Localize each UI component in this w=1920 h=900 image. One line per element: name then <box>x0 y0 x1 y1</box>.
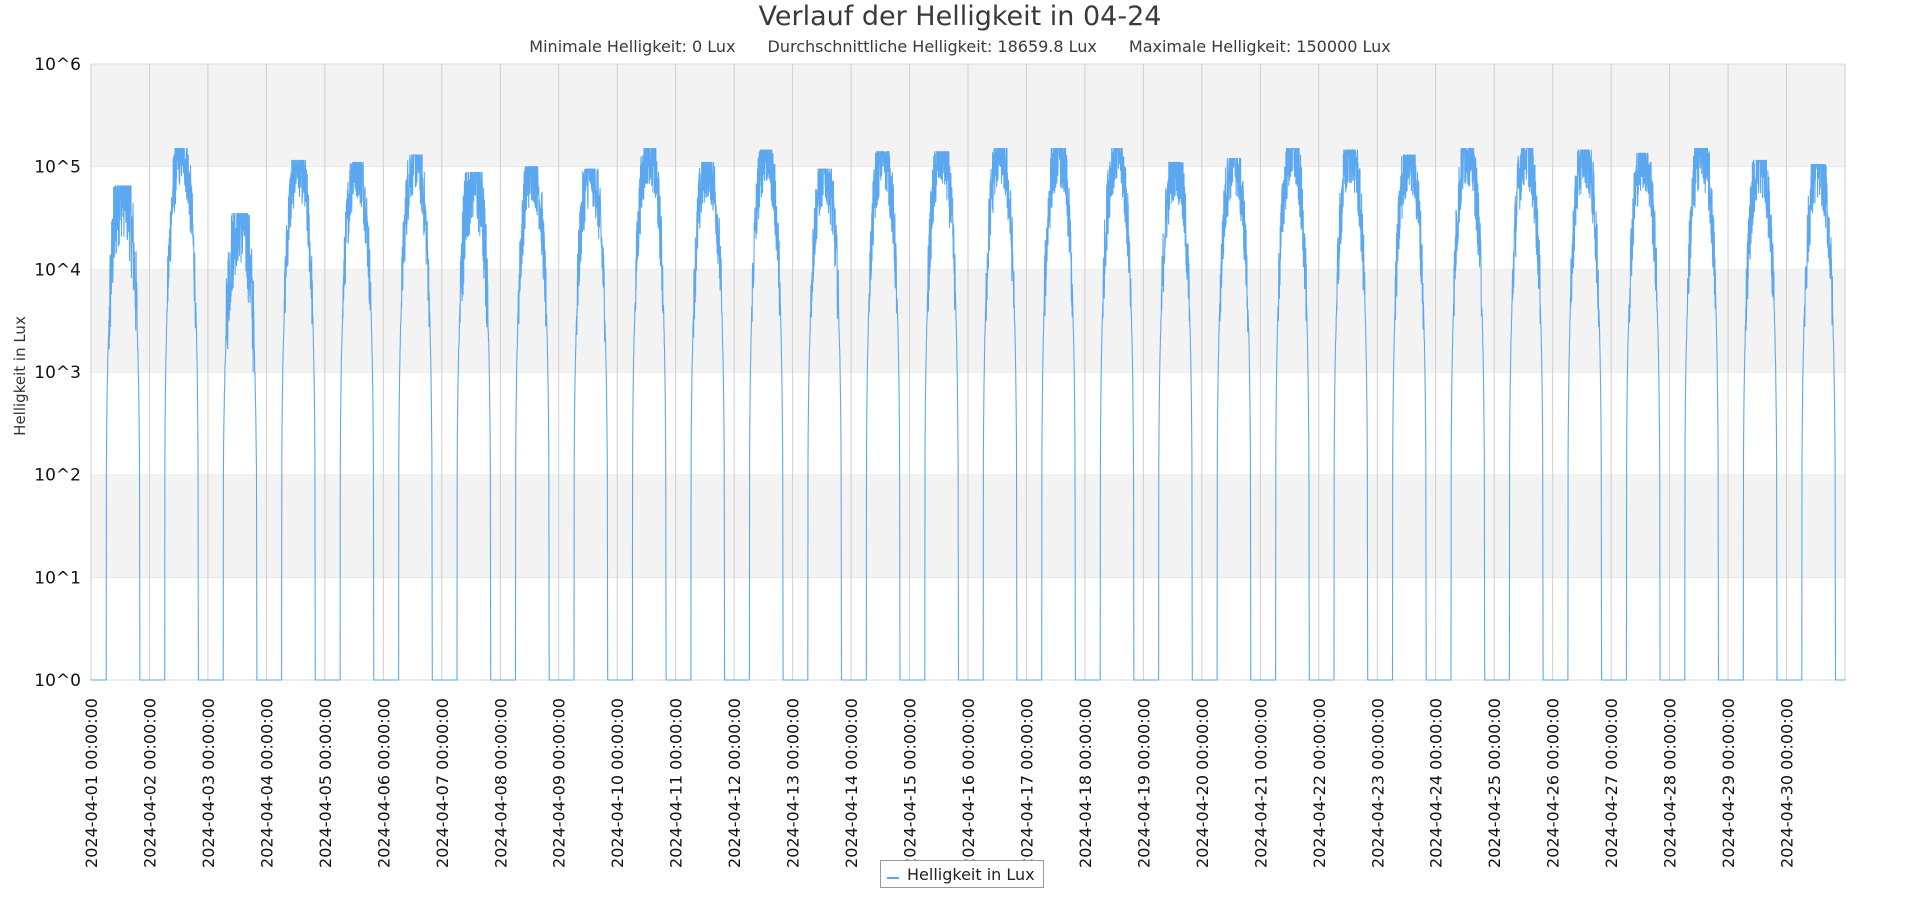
x-tick-label: 2024-04-16 00:00:00 <box>959 698 978 868</box>
x-tick-label: 2024-04-04 00:00:00 <box>257 698 276 868</box>
vertical-gridlines <box>90 64 1846 680</box>
x-tick-label: 2024-04-01 00:00:00 <box>82 698 101 868</box>
x-tick-label: 2024-04-08 00:00:00 <box>491 698 510 868</box>
chart-subtitle: Minimale Helligkeit: 0 Lux Durchschnittli… <box>0 37 1920 57</box>
x-tick-label: 2024-04-15 00:00:00 <box>901 698 920 868</box>
x-tick-label: 2024-04-02 00:00:00 <box>140 698 159 868</box>
x-tick-label: 2024-04-18 00:00:00 <box>1076 698 1095 868</box>
subtitle-min: Minimale Helligkeit: 0 Lux <box>529 37 736 56</box>
x-tick-label: 2024-04-14 00:00:00 <box>842 698 861 868</box>
y-tick-label: 10^6 <box>34 55 81 75</box>
x-tick-label: 2024-04-23 00:00:00 <box>1368 698 1387 868</box>
x-tick-label: 2024-04-28 00:00:00 <box>1661 698 1680 868</box>
x-tick-label: 2024-04-11 00:00:00 <box>667 698 686 868</box>
x-tick-label: 2024-04-09 00:00:00 <box>550 698 569 868</box>
y-tick-label: 10^0 <box>34 671 81 691</box>
x-tick-label: 2024-04-03 00:00:00 <box>199 698 218 868</box>
x-tick-label: 2024-04-07 00:00:00 <box>433 698 452 868</box>
legend[interactable]: Helligkeit in Lux <box>880 860 1044 888</box>
subtitle-max: Maximale Helligkeit: 150000 Lux <box>1128 37 1391 56</box>
y-axis-label: Helligkeit in Lux <box>11 316 29 436</box>
x-tick-label: 2024-04-29 00:00:00 <box>1719 698 1738 868</box>
x-tick-label: 2024-04-19 00:00:00 <box>1134 698 1153 868</box>
x-tick-label: 2024-04-13 00:00:00 <box>784 698 803 868</box>
y-tick-label: 10^1 <box>34 568 81 588</box>
x-tick-label: 2024-04-06 00:00:00 <box>374 698 393 868</box>
x-tick-label: 2024-04-10 00:00:00 <box>608 698 627 868</box>
x-tick-label: 2024-04-20 00:00:00 <box>1193 698 1212 868</box>
y-tick-labels: 10^0 10^1 10^2 10^3 10^4 10^5 10^6 <box>34 55 81 691</box>
x-tick-label: 2024-04-05 00:00:00 <box>316 698 335 868</box>
x-tick-label: 2024-04-12 00:00:00 <box>725 698 744 868</box>
legend-label: Helligkeit in Lux <box>907 864 1035 884</box>
x-tick-label: 2024-04-27 00:00:00 <box>1602 698 1621 868</box>
x-tick-label: 2024-04-24 00:00:00 <box>1427 698 1446 868</box>
chart-title: Verlauf der Helligkeit in 04-24 <box>758 1 1162 32</box>
y-tick-label: 10^5 <box>34 158 81 178</box>
x-tick-label: 2024-04-17 00:00:00 <box>1017 698 1036 868</box>
y-tick-label: 10^3 <box>34 363 81 383</box>
y-tick-label: 10^4 <box>34 260 81 280</box>
x-tick-labels: 2024-04-01 00:00:00 2024-04-02 00:00:00 20… <box>82 698 1797 868</box>
legend-swatch <box>887 877 899 879</box>
series-layer <box>90 148 1846 681</box>
x-tick-label: 2024-04-30 00:00:00 <box>1778 698 1797 868</box>
x-tick-label: 2024-04-25 00:00:00 <box>1485 698 1504 868</box>
subtitle-avg: Durchschnittliche Helligkeit: 18659.8 Lu… <box>767 37 1097 56</box>
y-tick-label: 10^2 <box>34 466 81 486</box>
x-tick-label: 2024-04-26 00:00:00 <box>1544 698 1563 868</box>
x-tick-label: 2024-04-22 00:00:00 <box>1310 698 1329 868</box>
x-tick-label: 2024-04-21 00:00:00 <box>1251 698 1270 868</box>
series-line <box>90 148 1846 681</box>
